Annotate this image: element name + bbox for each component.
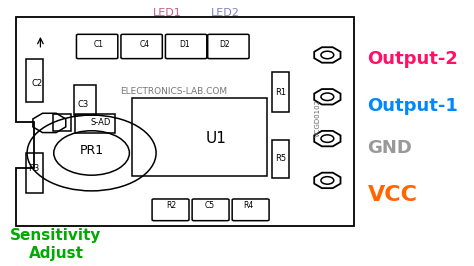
Text: VCGD0102: VCGD0102 [315, 99, 321, 137]
Text: S-AD: S-AD [90, 118, 110, 127]
Bar [26, 59, 43, 102]
Text: LED2: LED2 [210, 8, 239, 18]
Text: GND: GND [367, 139, 412, 157]
Text: C3: C3 [77, 100, 88, 109]
Bar [74, 85, 96, 115]
Text: ELECTRONICS-LAB.COM: ELECTRONICS-LAB.COM [120, 87, 228, 96]
Bar [75, 114, 115, 133]
Text: Output-1: Output-1 [367, 97, 458, 115]
Text: R5: R5 [275, 154, 286, 163]
Text: LED1: LED1 [153, 8, 182, 18]
Text: C2: C2 [31, 79, 43, 88]
Text: PR1: PR1 [80, 144, 104, 157]
Bar [26, 153, 43, 193]
Text: D1: D1 [180, 40, 191, 49]
Text: C1: C1 [93, 40, 103, 49]
Text: R4: R4 [244, 201, 254, 210]
Bar [53, 114, 71, 131]
Text: Sensitivity
Adjust: Sensitivity Adjust [10, 228, 102, 261]
Text: VCC: VCC [367, 185, 418, 205]
Bar [272, 72, 289, 113]
Text: R1: R1 [275, 88, 286, 97]
Bar [132, 98, 267, 177]
Bar [272, 140, 289, 178]
Text: D2: D2 [220, 40, 230, 49]
Text: C4: C4 [140, 40, 150, 49]
Text: U1: U1 [206, 131, 227, 146]
Text: Output-2: Output-2 [367, 50, 458, 68]
Text: R3: R3 [28, 164, 39, 173]
Text: R2: R2 [166, 201, 177, 210]
Text: C5: C5 [204, 201, 215, 210]
